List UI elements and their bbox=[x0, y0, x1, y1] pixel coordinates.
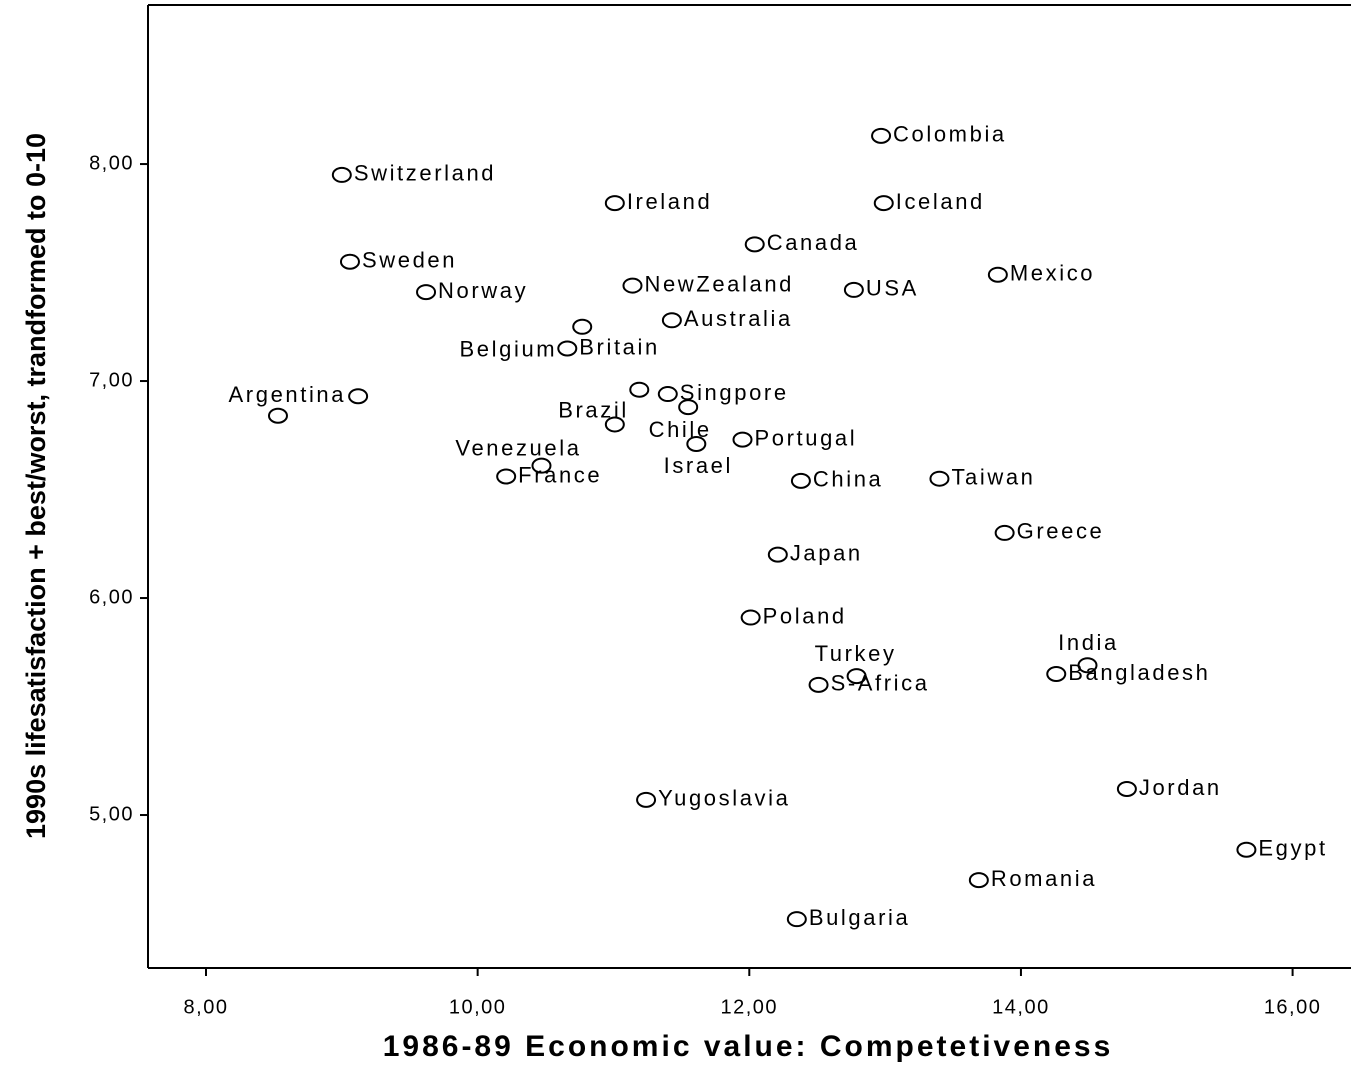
point bbox=[531, 457, 552, 474]
point bbox=[678, 399, 699, 416]
x-tick-label: 10,00 bbox=[449, 996, 507, 1018]
point-label: Yugoslavia bbox=[658, 786, 790, 811]
point bbox=[1236, 841, 1257, 858]
point bbox=[572, 318, 593, 335]
point bbox=[622, 277, 643, 294]
point-label: Mexico bbox=[1010, 261, 1095, 286]
point-label: Brazil bbox=[558, 397, 629, 422]
point-label: Greece bbox=[1017, 519, 1105, 544]
point-label: Bangladesh bbox=[1068, 660, 1210, 685]
point-label: Argentina bbox=[229, 382, 347, 407]
y-tick-label: 7,00 bbox=[89, 369, 134, 391]
point bbox=[657, 386, 678, 403]
point bbox=[790, 472, 811, 489]
point-label: NewZealand bbox=[644, 271, 794, 296]
point bbox=[331, 166, 352, 183]
point-label: Australia bbox=[684, 306, 793, 331]
y-tick-label: 6,00 bbox=[89, 586, 134, 608]
point bbox=[786, 911, 807, 928]
point-label: Japan bbox=[790, 540, 863, 565]
x-tick-label: 16,00 bbox=[1264, 996, 1322, 1018]
x-tick-label: 8,00 bbox=[184, 996, 229, 1018]
point-label: Bulgaria bbox=[809, 905, 911, 930]
point bbox=[604, 416, 625, 433]
point-label: Britain bbox=[579, 334, 660, 359]
point-label: Taiwan bbox=[951, 465, 1035, 490]
x-tick-label: 14,00 bbox=[992, 996, 1050, 1018]
point-label: Poland bbox=[763, 603, 847, 628]
point bbox=[348, 388, 369, 405]
point-label: Ireland bbox=[627, 189, 712, 214]
point-label: Venezuela bbox=[455, 435, 581, 460]
point bbox=[557, 340, 578, 357]
point bbox=[987, 266, 1008, 283]
point bbox=[843, 281, 864, 298]
point bbox=[339, 253, 360, 270]
point bbox=[929, 470, 950, 487]
point bbox=[1116, 780, 1137, 797]
point bbox=[636, 791, 657, 808]
point bbox=[767, 546, 788, 563]
point bbox=[686, 435, 707, 452]
y-tick-label: 5,00 bbox=[89, 803, 134, 825]
point-label: Canada bbox=[767, 230, 860, 255]
point-label: S-Africa bbox=[831, 671, 930, 696]
point bbox=[267, 407, 288, 424]
point-label: Israel bbox=[664, 453, 733, 478]
point bbox=[661, 312, 682, 329]
point bbox=[871, 127, 892, 144]
point-label: Portugal bbox=[755, 425, 858, 450]
point bbox=[629, 381, 650, 398]
point-label: China bbox=[813, 467, 883, 492]
point-label: Egypt bbox=[1258, 836, 1327, 861]
point bbox=[968, 872, 989, 889]
point-label: Colombia bbox=[893, 122, 1007, 147]
point-label: France bbox=[518, 462, 602, 487]
point bbox=[732, 431, 753, 448]
point bbox=[740, 609, 761, 626]
point bbox=[873, 195, 894, 212]
point-label: Jordan bbox=[1139, 775, 1222, 800]
point-label: Sweden bbox=[362, 248, 457, 273]
y-axis-label: 1990s lifesatisfaction + best/worst, tra… bbox=[21, 133, 51, 839]
point-label: Romania bbox=[991, 866, 1097, 891]
point bbox=[846, 668, 867, 685]
x-tick-label: 12,00 bbox=[721, 996, 779, 1018]
point bbox=[994, 524, 1015, 541]
y-tick-label: 8,00 bbox=[89, 152, 134, 174]
point bbox=[1046, 665, 1067, 682]
point bbox=[808, 676, 829, 693]
point bbox=[416, 284, 437, 301]
x-axis-label: 1986-89 Economic value: Competetiveness bbox=[383, 1030, 1114, 1063]
point-label: Norway bbox=[438, 278, 528, 303]
point-label: USA bbox=[866, 276, 919, 301]
point-label: Iceland bbox=[896, 189, 985, 214]
point bbox=[1077, 657, 1098, 674]
point-label: Switzerland bbox=[354, 161, 496, 186]
point-label: Belgium bbox=[460, 337, 558, 362]
point-label: Turkey bbox=[815, 641, 897, 666]
point-label: India bbox=[1058, 630, 1119, 655]
point bbox=[604, 195, 625, 212]
point bbox=[496, 468, 517, 485]
point-label: Singpore bbox=[680, 380, 789, 405]
point bbox=[744, 236, 765, 253]
